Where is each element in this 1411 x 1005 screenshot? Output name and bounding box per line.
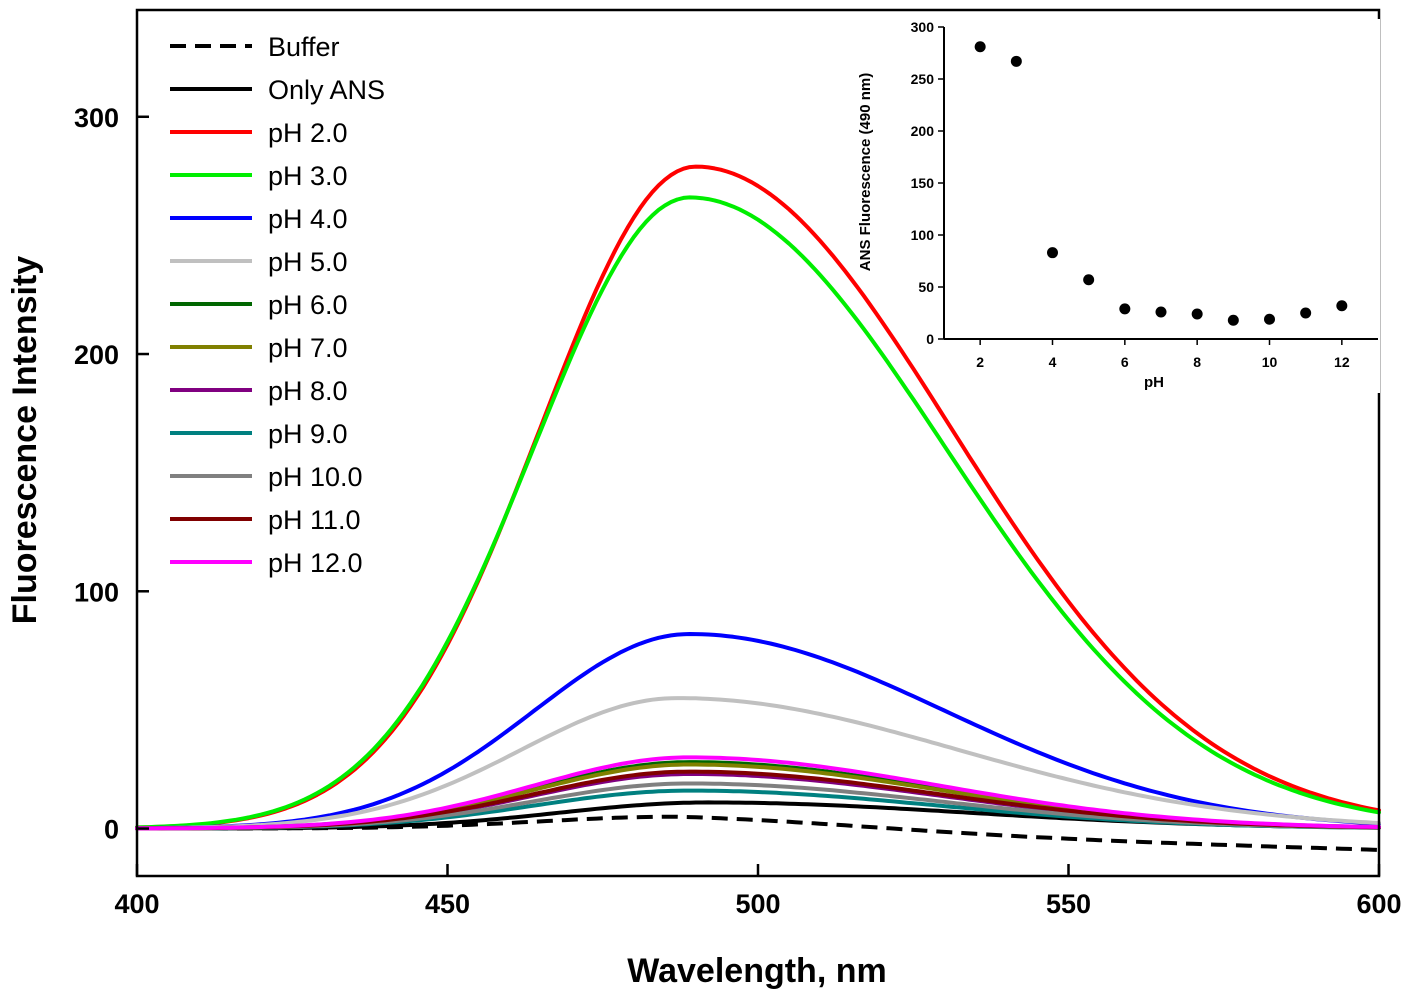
inset-x-tick-label: 8 xyxy=(1193,354,1201,370)
legend-item-ph-5-0: pH 5.0 xyxy=(170,247,348,277)
series-line-ph-12-0 xyxy=(135,755,1381,831)
inset-background xyxy=(938,19,1380,393)
inset-plot: 2 4 6 8 10 12 0 50 100 150 200 250 300 pH ANS Fluore… xyxy=(857,19,1380,393)
inset-data-point xyxy=(1191,308,1203,320)
legend-item-ph-11-0: pH 11.0 xyxy=(170,505,361,535)
legend-item-buffer: Buffer xyxy=(170,32,340,62)
legend-label: pH 6.0 xyxy=(268,290,348,320)
main-x-tick-label: 550 xyxy=(1046,889,1091,919)
inset-y-tick-label: 50 xyxy=(918,279,934,295)
inset-x-tick-label: 12 xyxy=(1334,354,1350,370)
main-x-tick-label: 500 xyxy=(735,889,780,919)
inset-data-point xyxy=(1227,314,1239,326)
inset-points-layer xyxy=(974,41,1348,326)
main-x-tick-label: 400 xyxy=(114,889,159,919)
inset-y-tick-label: 150 xyxy=(911,175,935,191)
series-line-ph-4-0 xyxy=(135,632,1381,831)
inset-data-point xyxy=(1264,313,1275,325)
legend-item-ph-9-0: pH 9.0 xyxy=(170,419,348,449)
legend-item-ph-7-0: pH 7.0 xyxy=(170,333,348,363)
legend-label: pH 11.0 xyxy=(268,505,361,535)
inset-y-tick-label: 250 xyxy=(911,71,935,87)
legend-label: pH 3.0 xyxy=(268,161,348,191)
inset-data-point xyxy=(1336,300,1348,312)
inset-y-tick-label: 300 xyxy=(911,19,935,35)
legend-label: Only ANS xyxy=(268,75,385,105)
main-series-layer xyxy=(135,164,1381,852)
legend: Buffer Only ANS pH 2.0 pH 3.0 pH 4.0 pH 5.0 pH… xyxy=(170,32,385,578)
inset-x-tick-label: 4 xyxy=(1049,354,1057,370)
main-y-tick-label: 200 xyxy=(74,340,119,370)
main-y-tick-label: 300 xyxy=(74,103,119,133)
legend-item-only-ans: Only ANS xyxy=(170,75,385,105)
inset-x-axis-title: pH xyxy=(1144,374,1164,391)
inset-x-tick-label: 2 xyxy=(976,354,984,370)
legend-item-ph-4-0: pH 4.0 xyxy=(170,204,348,234)
inset-data-point xyxy=(1300,307,1312,319)
legend-label: Buffer xyxy=(268,32,340,62)
legend-label: pH 8.0 xyxy=(268,376,348,406)
inset-data-point xyxy=(1010,55,1022,67)
inset-y-tick-label: 100 xyxy=(911,227,935,243)
inset-data-point xyxy=(1119,303,1131,315)
main-x-tick-label: 450 xyxy=(425,889,470,919)
inset-data-point xyxy=(974,41,986,53)
legend-item-ph-8-0: pH 8.0 xyxy=(170,376,348,406)
main-x-tick-label: 600 xyxy=(1356,889,1401,919)
legend-label: pH 10.0 xyxy=(268,462,363,492)
legend-item-ph-6-0: pH 6.0 xyxy=(170,290,348,320)
legend-item-ph-2-0: pH 2.0 xyxy=(170,118,348,148)
legend-label: pH 12.0 xyxy=(268,548,363,578)
legend-item-ph-10-0: pH 10.0 xyxy=(170,462,363,492)
inset-data-point xyxy=(1083,274,1095,286)
main-y-axis-title: Fluorescence Intensity xyxy=(6,256,44,625)
inset-x-tick-label: 10 xyxy=(1262,354,1278,370)
main-y-tick-label: 100 xyxy=(74,577,119,607)
legend-label: pH 5.0 xyxy=(268,247,348,277)
inset-y-tick-label: 0 xyxy=(926,331,934,347)
series-line-ph-3-0 xyxy=(135,195,1381,830)
inset-x-tick-label: 6 xyxy=(1121,354,1129,370)
inset-data-point xyxy=(1047,247,1058,259)
main-x-axis-title: Wavelength, nm xyxy=(627,952,886,990)
inset-y-tick-label: 200 xyxy=(911,123,935,139)
legend-item-ph-3-0: pH 3.0 xyxy=(170,161,348,191)
series-line-ph-5-0 xyxy=(135,696,1381,831)
legend-label: pH 7.0 xyxy=(268,333,348,363)
inset-data-point xyxy=(1155,306,1167,318)
main-y-tick-label: 0 xyxy=(104,815,119,845)
legend-label: pH 4.0 xyxy=(268,204,348,234)
legend-item-ph-12-0: pH 12.0 xyxy=(170,548,363,578)
inset-y-axis-title: ANS Fluorescence (490 nm) xyxy=(857,73,874,271)
legend-label: pH 9.0 xyxy=(268,419,348,449)
legend-label: pH 2.0 xyxy=(268,118,348,148)
